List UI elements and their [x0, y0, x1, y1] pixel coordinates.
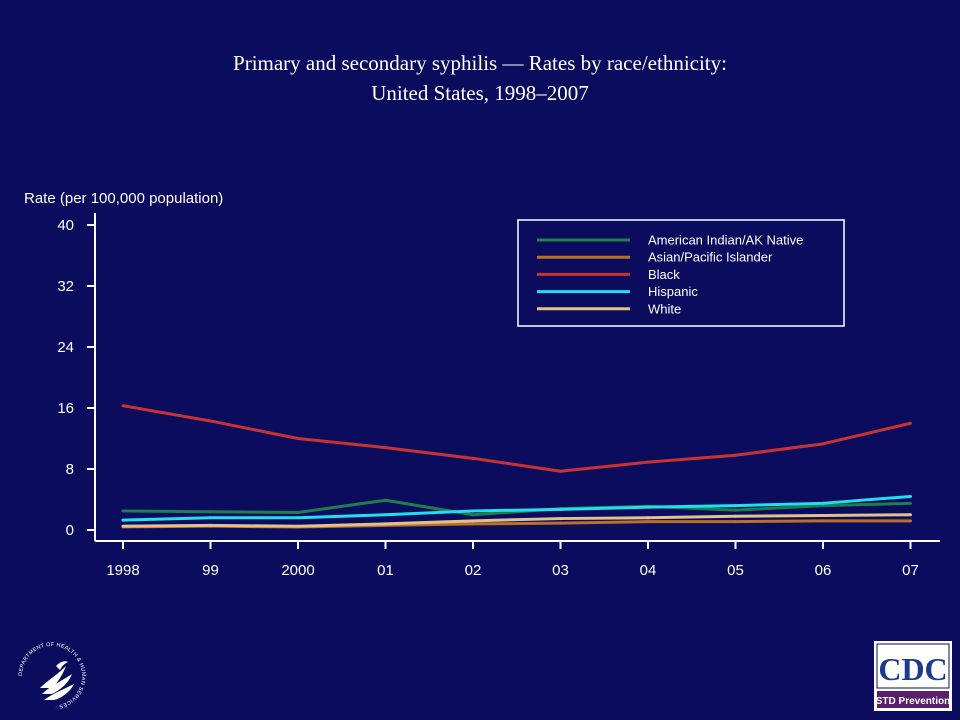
y-tick-label: 40 — [57, 217, 74, 234]
data-point-asian-pacific-islander — [471, 522, 475, 526]
data-point-black — [384, 446, 387, 450]
data-point-white — [646, 516, 650, 520]
data-point-black — [559, 469, 562, 473]
x-tick-label: 05 — [727, 562, 744, 579]
data-point-white — [296, 524, 300, 528]
data-point-hispanic — [821, 501, 825, 505]
legend-label-hispanic: Hispanic — [648, 284, 698, 299]
chart-axes: 0 8 16 24 32 40 1998 99 2000 01 02 03 04 05 06 07 — [57, 213, 940, 579]
data-point-hispanic — [121, 518, 125, 522]
data-point-white — [734, 514, 737, 518]
y-tick-label: 8 — [66, 461, 74, 478]
legend-label-asian-pacific-islander: Asian/Pacific Islander — [648, 250, 773, 265]
data-point-black — [296, 437, 300, 440]
data-point-asian-pacific-islander — [821, 519, 825, 523]
data-point-hispanic — [734, 504, 737, 508]
chart-title: Primary and secondary syphilis — Rates b… — [0, 48, 960, 108]
data-point-hispanic — [471, 509, 475, 513]
data-point-asian-pacific-islander — [909, 519, 912, 523]
legend-label-american-indian-ak-native: American Indian/AK Native — [648, 233, 803, 248]
x-tick-label: 01 — [377, 562, 394, 579]
data-point-asian-pacific-islander — [559, 521, 562, 525]
data-point-asian-pacific-islander — [646, 520, 650, 524]
data-point-asian-pacific-islander — [734, 520, 737, 524]
data-point-hispanic — [296, 516, 300, 520]
x-tick-label: 03 — [552, 562, 569, 579]
data-point-white — [121, 524, 125, 528]
chart-title-line2: United States, 1998–2007 — [371, 81, 589, 105]
data-point-american-indian-ak-native — [471, 513, 475, 517]
chart-legend: American Indian/AK Native Asian/Pacific I… — [517, 219, 845, 327]
x-tick-label: 02 — [465, 562, 482, 579]
cdc-logo-icon: CDC STD Prevention — [874, 641, 952, 711]
data-point-american-indian-ak-native — [909, 501, 912, 505]
chart-series-layer — [121, 404, 912, 529]
legend-label-black: Black — [648, 267, 680, 282]
y-tick-label: 16 — [57, 400, 74, 417]
cdc-logo-subtext: STD Prevention — [876, 696, 950, 707]
data-point-white — [559, 517, 562, 521]
series-line-american-indian-ak-native — [122, 498, 911, 517]
series-hispanic — [121, 494, 912, 522]
data-point-black — [646, 460, 650, 464]
data-point-hispanic — [209, 516, 212, 520]
series-line-black — [122, 404, 911, 473]
data-point-hispanic — [646, 505, 650, 509]
x-tick-label: 04 — [640, 562, 657, 579]
data-point-hispanic — [559, 507, 562, 511]
hhs-eagle-seal-icon: DEPARTMENT OF HEALTH & HUMAN SERVICES · … — [12, 636, 86, 710]
data-point-american-indian-ak-native — [209, 510, 212, 514]
data-point-american-indian-ak-native — [296, 510, 300, 514]
data-point-black — [471, 456, 475, 460]
series-line-white — [122, 513, 911, 528]
y-axis-label: Rate (per 100,000 population) — [24, 190, 223, 207]
legend-label-white: White — [648, 301, 681, 316]
data-point-american-indian-ak-native — [384, 498, 387, 502]
data-point-white — [384, 522, 387, 526]
data-point-american-indian-ak-native — [734, 508, 737, 512]
data-point-black — [821, 442, 825, 446]
y-tick-label: 0 — [66, 522, 74, 539]
x-tick-label: 2000 — [281, 562, 314, 579]
series-line-hispanic — [122, 494, 911, 522]
data-point-american-indian-ak-native — [821, 504, 825, 508]
data-point-hispanic — [384, 513, 387, 517]
data-point-black — [209, 419, 212, 423]
x-tick-label: 07 — [902, 562, 919, 579]
x-tick-label: 1998 — [106, 562, 139, 579]
y-tick-label: 24 — [57, 339, 74, 356]
data-point-white — [209, 523, 212, 527]
x-tick-label: 06 — [815, 562, 832, 579]
data-point-hispanic — [909, 494, 912, 498]
series-white — [121, 513, 912, 528]
data-point-white — [471, 519, 475, 523]
data-point-black — [121, 404, 125, 408]
data-point-american-indian-ak-native — [121, 509, 125, 513]
cdc-logo-text: CDC — [878, 651, 947, 687]
y-tick-label: 32 — [57, 278, 74, 295]
data-point-white — [909, 513, 912, 517]
data-point-black — [734, 453, 737, 457]
series-black — [121, 404, 912, 473]
chart-title-line1: Primary and secondary syphilis — Rates b… — [233, 51, 727, 75]
series-american-indian-ak-native — [121, 498, 912, 517]
data-point-white — [821, 514, 825, 518]
x-tick-label: 99 — [202, 562, 219, 579]
data-point-black — [909, 421, 912, 425]
